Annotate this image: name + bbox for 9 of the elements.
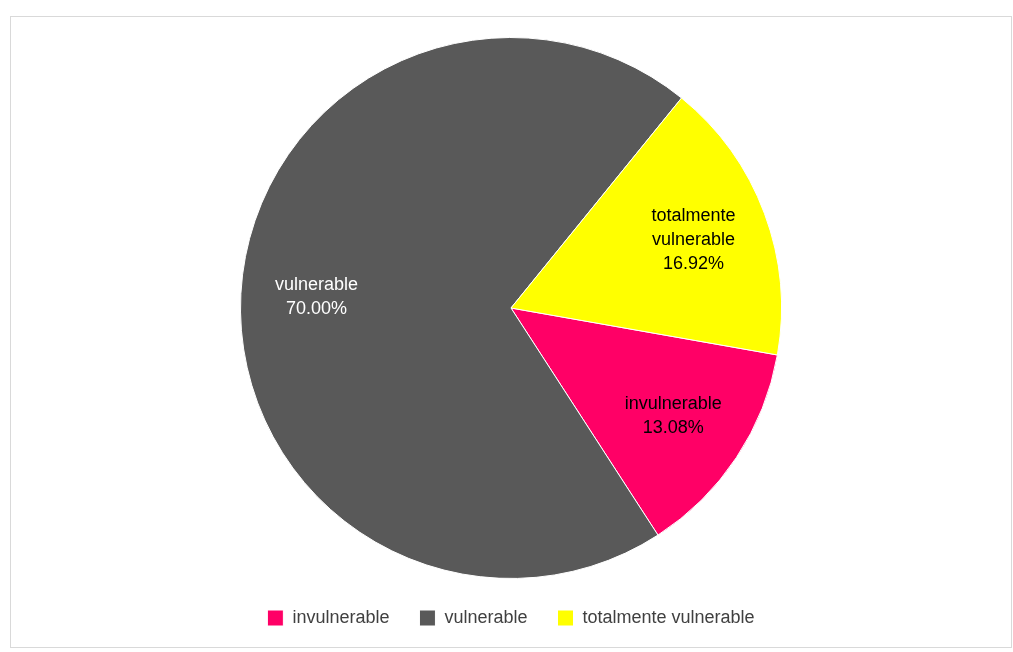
legend-label: vulnerable <box>444 606 528 627</box>
data-label: 16.92% <box>662 252 725 273</box>
slice-label: invulnerable <box>624 392 722 413</box>
data-label: 13.08% <box>642 416 704 437</box>
legend-label: invulnerable <box>292 606 390 627</box>
slice-label: vulnerable <box>274 274 359 295</box>
legend-label: totalmente vulnerable <box>582 606 755 627</box>
data-label: 70.00% <box>285 298 348 319</box>
slice-label: totalmente vulnerable <box>651 204 736 249</box>
